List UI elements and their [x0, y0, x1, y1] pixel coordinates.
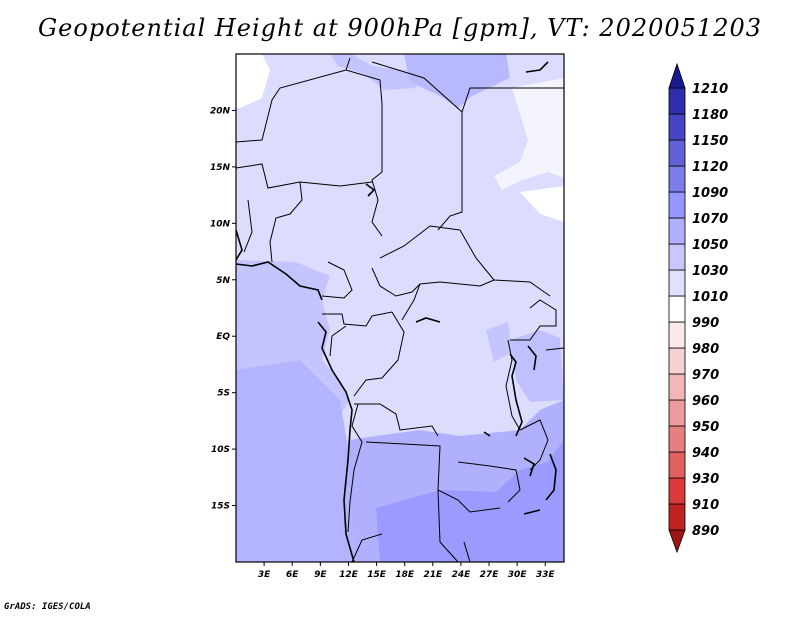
- colorbar-label: 1030: [692, 264, 728, 279]
- x-tick-label: 27E: [480, 570, 500, 580]
- colorbar-segment: [668, 477, 686, 505]
- y-tick-label: 5S: [217, 389, 230, 399]
- x-tick-label: 24E: [452, 570, 472, 580]
- colorbar-segment: [668, 191, 686, 219]
- colorbar-segment: [668, 347, 686, 375]
- colorbar-segment: [668, 399, 686, 427]
- colorbar-segment: [668, 165, 686, 193]
- map-frame: [235, 53, 565, 563]
- x-tick-label: 33E: [536, 570, 556, 580]
- y-tick-label: 10S: [211, 445, 230, 455]
- colorbar-label: 940: [692, 446, 719, 461]
- colorbar-segment: [668, 269, 686, 297]
- colorbar: 890 910 930 940 950 960 970 980 990 1010 1030 1050 1…: [668, 62, 728, 554]
- colorbar-label: 910: [692, 498, 719, 513]
- y-axis: 20N 15N 10N 5N EQ 5S 10S 15S: [210, 106, 236, 512]
- field-region-north-b: [404, 54, 510, 108]
- y-tick-label: 5N: [216, 276, 230, 286]
- credit-label: GrADS: IGES/COLA: [4, 602, 91, 612]
- x-tick-label: 9E: [314, 570, 327, 580]
- x-tick-label: 6E: [286, 570, 299, 580]
- y-tick-label: 20N: [210, 106, 231, 116]
- y-tick-label: 15S: [211, 502, 230, 512]
- colorbar-label: 1070: [692, 212, 728, 227]
- field-region-sahara-east: [520, 186, 564, 222]
- field-region-north-a: [330, 54, 422, 90]
- coastlines: [236, 61, 557, 562]
- colorbar-label: 1180: [692, 108, 728, 123]
- x-tick-label: 15E: [367, 570, 387, 580]
- x-axis: 3E 6E 9E 12E 15E 18E 21E 24E 27E 30E 33E: [258, 562, 556, 580]
- colorbar-label: 1010: [692, 290, 728, 305]
- x-tick-label: 21E: [423, 570, 443, 580]
- colorbar-label: 960: [692, 394, 719, 409]
- chart-title: Geopotential Height at 900hPa [gpm], VT:…: [38, 14, 762, 42]
- colorbar-label: 1090: [692, 186, 728, 201]
- colorbar-label: 980: [692, 342, 719, 357]
- colorbar-high-triangle: [668, 62, 686, 89]
- colorbar-label: 1120: [692, 160, 728, 175]
- field-region-sahara-ne: [494, 78, 564, 190]
- colorbar-label: 930: [692, 472, 719, 487]
- colorbar-segment: [668, 503, 686, 531]
- colorbar-segment: [668, 321, 686, 349]
- colorbar-label: 950: [692, 420, 719, 435]
- field-region-south-atlantic: [236, 360, 360, 562]
- x-tick-label: 30E: [508, 570, 528, 580]
- map-area: [236, 54, 564, 562]
- colorbar-segment: [668, 451, 686, 479]
- colorbar-low-triangle: [668, 529, 686, 554]
- field-region-east-africa: [510, 330, 564, 402]
- colorbar-segment: [668, 243, 686, 271]
- colorbar-label: 890: [692, 524, 719, 539]
- colorbar-label: 1150: [692, 134, 728, 149]
- colorbar-segment: [668, 87, 686, 115]
- colorbar-segment: [668, 113, 686, 141]
- colorbar-segment: [668, 139, 686, 167]
- colorbar-label: 1210: [692, 82, 728, 97]
- colorbar-segment: [668, 373, 686, 401]
- field-region-southern-africa: [376, 440, 564, 562]
- colorbar-label: 1050: [692, 238, 728, 253]
- x-tick-label: 18E: [395, 570, 415, 580]
- y-tick-label: 10N: [210, 219, 231, 229]
- y-tick-label: EQ: [216, 332, 230, 342]
- x-tick-label: 12E: [339, 570, 359, 580]
- colorbar-label: 990: [692, 316, 719, 331]
- country-borders: [236, 57, 564, 562]
- x-tick-label: 3E: [258, 570, 271, 580]
- colorbar-segment: [668, 295, 686, 323]
- field-region-sahara-nw: [236, 54, 270, 108]
- colorbar-segment: [668, 217, 686, 245]
- colorbar-label: 970: [692, 368, 719, 383]
- colorbar-segment: [668, 425, 686, 453]
- field-region-lake-region: [486, 322, 512, 362]
- y-tick-label: 15N: [210, 163, 231, 173]
